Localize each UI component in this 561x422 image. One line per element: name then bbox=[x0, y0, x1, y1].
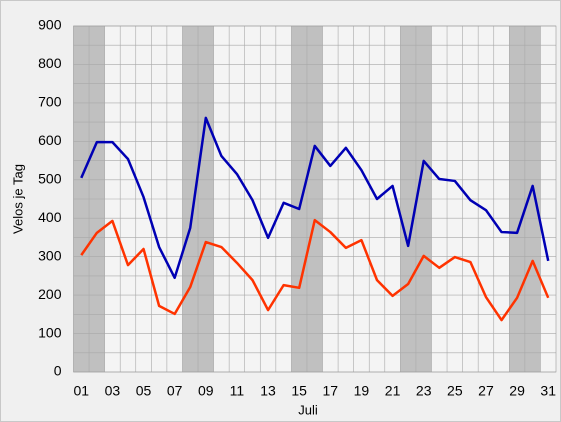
x-tick-label: 03 bbox=[105, 383, 121, 399]
y-tick-label: 100 bbox=[38, 324, 62, 340]
y-tick-label: 600 bbox=[38, 132, 62, 148]
x-tick-label: 09 bbox=[198, 383, 214, 399]
x-tick-label: 21 bbox=[385, 383, 401, 399]
x-tick-label: 13 bbox=[260, 383, 276, 399]
x-axis-title: Juli bbox=[298, 402, 318, 417]
plot-border bbox=[73, 25, 557, 373]
x-tick-label: 11 bbox=[230, 383, 245, 399]
x-tick-label: 19 bbox=[354, 383, 370, 399]
x-tick-label: 15 bbox=[291, 383, 307, 399]
x-tick-label: 23 bbox=[416, 383, 432, 399]
y-tick-label: 0 bbox=[54, 363, 62, 379]
y-tick-label: 200 bbox=[38, 286, 62, 302]
data-line bbox=[80, 218, 550, 322]
x-tick-label: 29 bbox=[509, 383, 525, 399]
x-tick-label: 07 bbox=[167, 383, 183, 399]
y-axis-title: Velos je Tag bbox=[10, 164, 25, 234]
y-tick-label: 900 bbox=[38, 17, 62, 33]
y-tick-label: 700 bbox=[38, 94, 62, 110]
x-tick-label: 01 bbox=[73, 383, 89, 399]
y-tick-label: 300 bbox=[38, 247, 62, 263]
x-tick-label: 31 bbox=[540, 383, 556, 399]
y-tick-label: 400 bbox=[38, 209, 62, 225]
x-tick-label: 25 bbox=[447, 383, 463, 399]
data-line bbox=[80, 116, 550, 280]
y-tick-label: 500 bbox=[38, 170, 62, 186]
x-tick-label: 05 bbox=[136, 383, 152, 399]
y-tick-label: 800 bbox=[38, 55, 62, 71]
x-tick-label: 17 bbox=[323, 383, 339, 399]
x-tick-label: 27 bbox=[478, 383, 494, 399]
